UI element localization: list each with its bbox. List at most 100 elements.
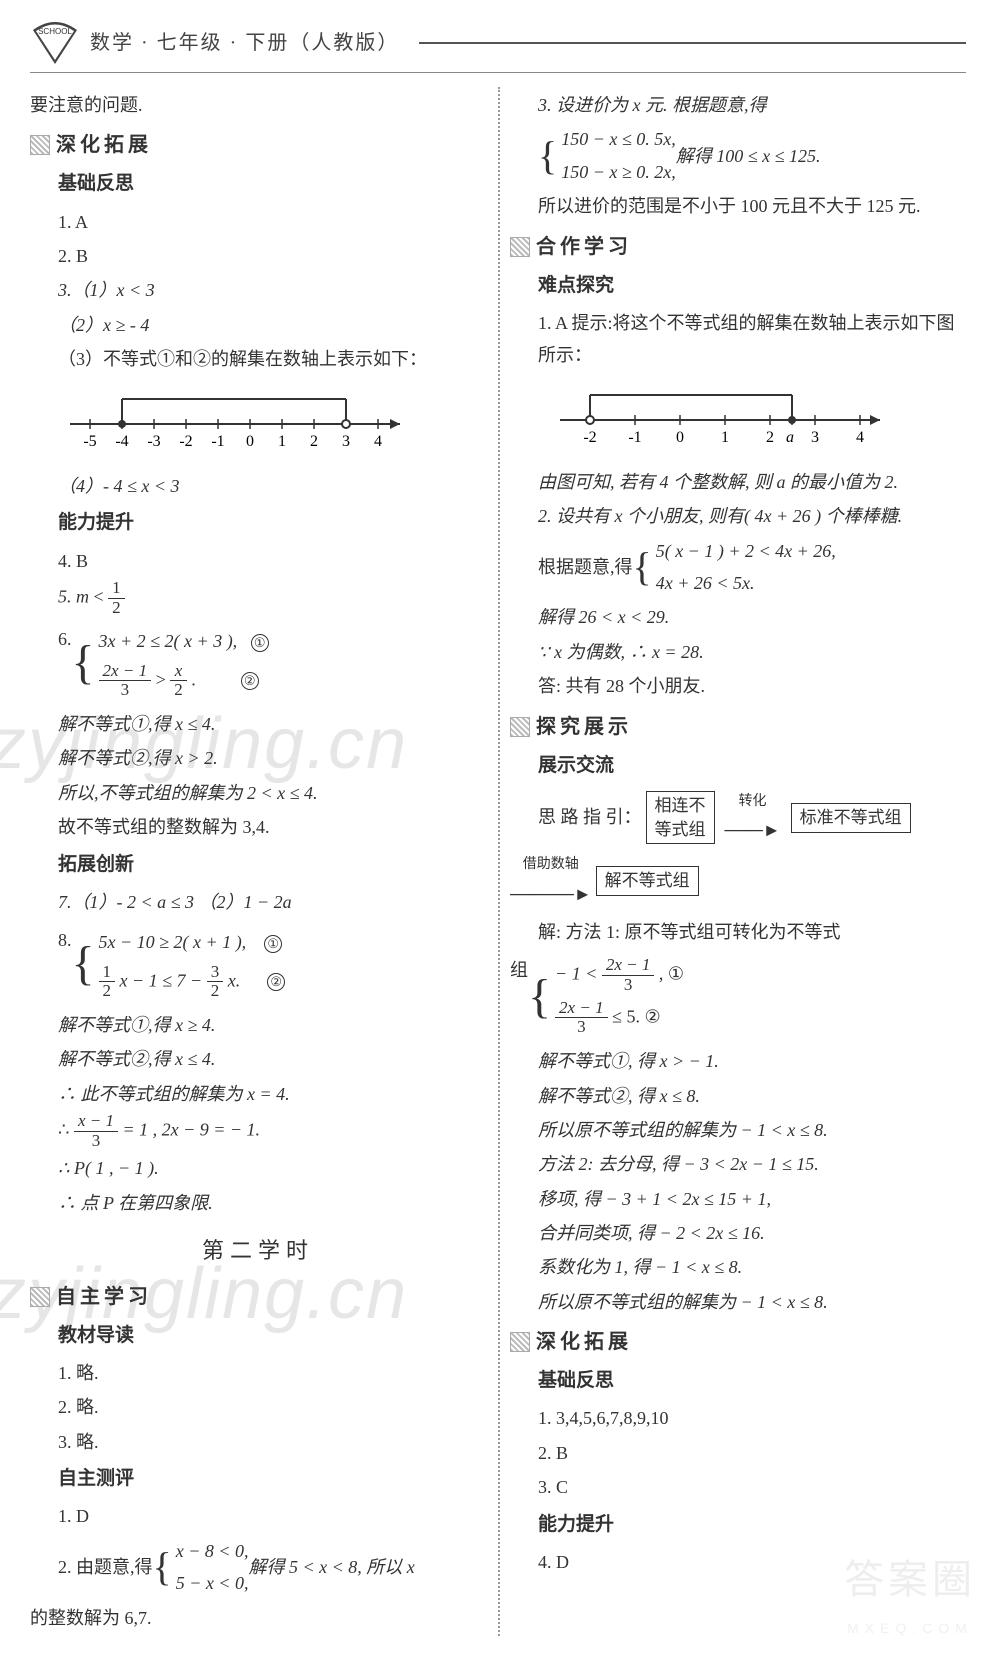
- svg-text:0: 0: [246, 433, 254, 450]
- q6-step-c: 所以,不等式组的解集为 2 < x ≤ 4.: [30, 777, 486, 809]
- section-cooperative: 合作学习: [510, 229, 966, 265]
- second-period-title: 第二学时: [30, 1231, 486, 1271]
- r3-pre: 3. 设进价为 x 元. 根据题意,得: [510, 89, 966, 121]
- sub-basic-2: 基础反思: [510, 1364, 966, 1398]
- answer-3-1: 3.（1）x < 3: [30, 274, 486, 306]
- flow-box-2: 标准不等式组: [791, 803, 911, 833]
- section-self-study-label: 自主学习: [56, 1279, 152, 1315]
- answer-4: 4. B: [30, 545, 486, 577]
- q8-step-a: 解不等式①,得 x ≥ 4.: [30, 1009, 486, 1041]
- q2: 2. 设共有 x 个小朋友, 则有( 4x + 26 ) 个棒棒糖.: [510, 500, 966, 532]
- brace-icon: {: [528, 973, 555, 1021]
- svg-text:2: 2: [310, 433, 318, 450]
- svg-text:-1: -1: [628, 429, 641, 446]
- sub-presentation: 展示交流: [510, 749, 966, 783]
- top-note: 要注意的问题.: [30, 89, 486, 121]
- q6-step-d: 故不等式组的整数解为 3,4.: [30, 811, 486, 843]
- sl1: 1. 略.: [30, 1357, 486, 1389]
- flow-box-3: 解不等式组: [596, 866, 699, 896]
- sub-selftest: 自主测评: [30, 1462, 486, 1496]
- section-marker-icon: [30, 1287, 50, 1307]
- column-separator: [498, 87, 500, 1636]
- answer-7: 7.（1）- 2 < a ≤ 3 （2）1 − 2a: [30, 886, 486, 918]
- svg-text:-2: -2: [583, 429, 596, 446]
- m1-prefix: 组: [510, 954, 528, 1039]
- m2d: 系数化为 1, 得 − 1 < x ≤ 8.: [510, 1251, 966, 1283]
- svg-text:3: 3: [342, 433, 350, 450]
- section-self-study: 自主学习: [30, 1279, 486, 1315]
- numberline-2: -2 -1 0 1 2 a 3 4: [540, 380, 966, 460]
- school-badge-icon: SCHOOL: [30, 20, 80, 66]
- brace-icon: {: [72, 940, 99, 988]
- svg-text:4: 4: [856, 429, 864, 446]
- q2d: 答: 共有 28 个小朋友.: [510, 670, 966, 702]
- svg-text:-4: -4: [115, 433, 128, 450]
- svg-text:3: 3: [811, 429, 819, 446]
- flow-row-2: 借助数轴 ─────► 解不等式组: [510, 852, 966, 910]
- sub-expansion: 拓展创新: [30, 848, 486, 882]
- m2a: 方法 2: 去分母, 得 − 3 < 2x − 1 ≤ 15.: [510, 1148, 966, 1180]
- m1b: 解不等式②, 得 x ≤ 8.: [510, 1080, 966, 1112]
- sp2: 2. 由题意,得 { x − 8 < 0, 5 − x < 0, 解得 5 < …: [30, 1535, 486, 1600]
- svg-text:0: 0: [676, 429, 684, 446]
- b1: 1. 3,4,5,6,7,8,9,10: [510, 1402, 966, 1434]
- q8-step-b: 解不等式②,得 x ≤ 4.: [30, 1043, 486, 1075]
- sub-ability: 能力提升: [30, 506, 486, 540]
- section-inquiry: 探究展示: [510, 709, 966, 745]
- answer-8-system: 8. { 5x − 10 ≥ 2( x + 1 ), ① 12 x − 1 ≤ …: [30, 924, 486, 1003]
- svg-text:2: 2: [766, 429, 774, 446]
- section-marker-icon: [510, 237, 530, 257]
- m1-intro: 解: 方法 1: 原不等式组可转化为不等式: [510, 916, 966, 948]
- answer-2: 2. B: [30, 240, 486, 272]
- left-column: 要注意的问题. 深化拓展 基础反思 1. A 2. B 3.（1）x < 3 （…: [30, 87, 486, 1636]
- section-marker-icon: [510, 717, 530, 737]
- q8-step-f: ∴ 点 P 在第四象限.: [30, 1187, 486, 1219]
- svg-text:-5: -5: [83, 433, 96, 450]
- svg-text:4: 4: [374, 433, 382, 450]
- svg-text:-3: -3: [147, 433, 160, 450]
- svg-text:SCHOOL: SCHOOL: [38, 27, 72, 36]
- right-column: 3. 设进价为 x 元. 根据题意,得 { 150 − x ≤ 0. 5x, 1…: [510, 87, 966, 1636]
- q8-label: 8.: [58, 924, 72, 1003]
- answer-3-4: （4）- 4 ≤ x < 3: [30, 470, 486, 502]
- m1c: 所以原不等式组的解集为 − 1 < x ≤ 8.: [510, 1114, 966, 1146]
- flow-row-1: 思 路 指 引： 相连不等式组 转化 ───► 标准不等式组: [510, 789, 966, 847]
- svg-text:1: 1: [721, 429, 729, 446]
- brace-icon: {: [153, 1547, 176, 1587]
- section-inquiry-label: 探究展示: [536, 709, 632, 745]
- sl2: 2. 略.: [30, 1391, 486, 1423]
- q8-step-d: ∴ x − 13 = 1 , 2x − 9 = − 1.: [30, 1112, 486, 1150]
- header-divider: [419, 42, 966, 44]
- sub-difficulty: 难点探究: [510, 269, 966, 303]
- brace-icon: {: [538, 136, 561, 176]
- q8-step-e: ∴ P( 1 , − 1 ).: [30, 1152, 486, 1184]
- q1: 1. A 提示:将这个不等式组的解集在数轴上表示如下图所示：: [510, 307, 966, 372]
- q8-step-c: ∴ 此不等式组的解集为 x = 4.: [30, 1078, 486, 1110]
- q6-step-b: 解不等式②,得 x > 2.: [30, 742, 486, 774]
- q2b: 解得 26 < x < 29.: [510, 601, 966, 633]
- flow-label: 思 路 指 引：: [538, 801, 642, 833]
- svg-text:-1: -1: [211, 433, 224, 450]
- m2e: 所以原不等式组的解集为 − 1 < x ≤ 8.: [510, 1286, 966, 1318]
- svg-text:1: 1: [278, 433, 286, 450]
- answer-3-2: （2）x ≥ - 4: [30, 309, 486, 341]
- q1b: 由图可知, 若有 4 个整数解, 则 a 的最小值为 2.: [510, 466, 966, 498]
- b3: 3. C: [510, 1471, 966, 1503]
- m1-system: 组 { − 1 < 2x − 13 , ① 2x − 13 ≤ 5. ②: [510, 954, 966, 1039]
- section-deepening-2: 深化拓展: [510, 1324, 966, 1360]
- section-deepening-label: 深化拓展: [56, 127, 152, 163]
- svg-text:-2: -2: [179, 433, 192, 450]
- flow-box-1: 相连不等式组: [646, 791, 715, 845]
- sub-basic-reflection: 基础反思: [30, 167, 486, 201]
- answer-6-system: 6. { 3x + 2 ≤ 2( x + 3 ), ① 2x − 13 > x2…: [30, 623, 486, 702]
- m1a: 解不等式①, 得 x > − 1.: [510, 1045, 966, 1077]
- section-deepening-2-label: 深化拓展: [536, 1324, 632, 1360]
- sp2-last: 的整数解为 6,7.: [30, 1602, 486, 1634]
- q6-step-a: 解不等式①,得 x ≤ 4.: [30, 708, 486, 740]
- b2: 2. B: [510, 1437, 966, 1469]
- book-title: 数学 · 七年级 · 下册（人教版）: [90, 25, 399, 61]
- section-deepening-1: 深化拓展: [30, 127, 486, 163]
- sp1: 1. D: [30, 1500, 486, 1532]
- q2c: ∵ x 为偶数, ∴ x = 28.: [510, 636, 966, 668]
- answer-5: 5. m < 12: [30, 579, 486, 617]
